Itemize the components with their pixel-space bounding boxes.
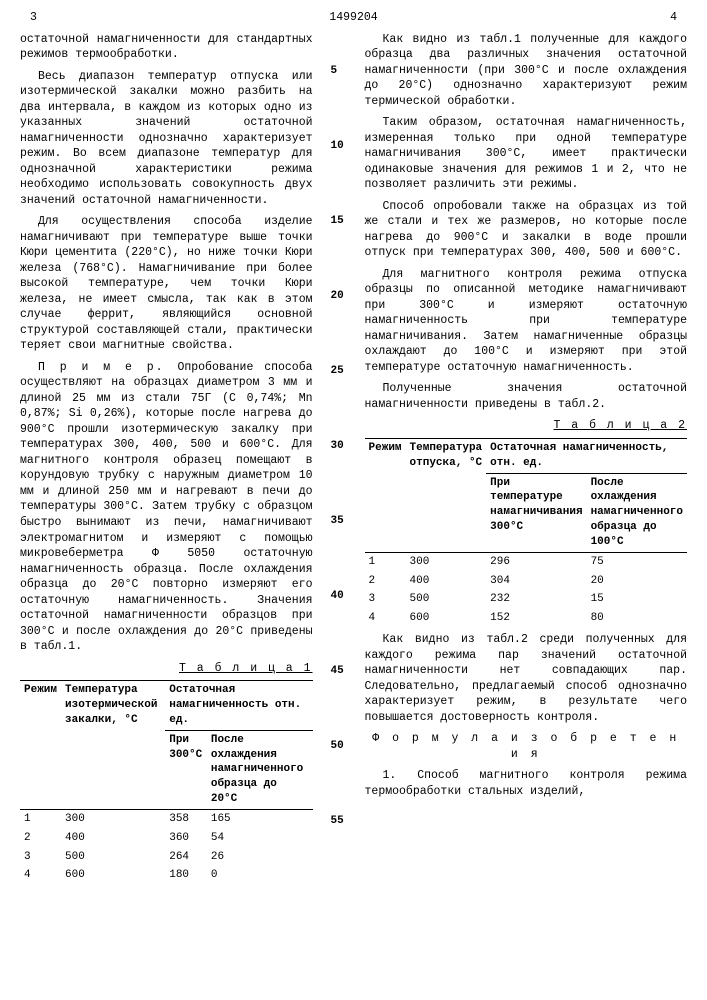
line-number: 30: [331, 439, 347, 454]
table-cell: 300: [61, 809, 165, 828]
table1-label: Т а б л и ц а 1: [20, 661, 313, 677]
table-cell: 600: [406, 609, 487, 628]
table2-sub-b: После охлаждения намагниченного образца …: [587, 473, 687, 552]
left-column: остаточной намагниченности для стандартн…: [20, 32, 313, 890]
table-cell: 26: [207, 848, 313, 867]
table-cell: 4: [20, 866, 61, 885]
para: П р и м е р. Опробование способа осущест…: [20, 360, 313, 655]
table1-head-режим: Режим: [20, 681, 61, 810]
page-num-right: 4: [660, 10, 687, 26]
table-cell: 2: [20, 829, 61, 848]
table1-sub-a: При 300°С: [165, 730, 207, 809]
formula-heading: Ф о р м у л а и з о б р е т е н и я: [365, 731, 687, 762]
line-number: 15: [331, 214, 347, 229]
table-cell: 304: [486, 572, 586, 591]
table-row: 46001800: [20, 866, 313, 885]
table-cell: 264: [165, 848, 207, 867]
table-cell: 152: [486, 609, 586, 628]
para: Весь диапазон температур отпуска или изо…: [20, 69, 313, 209]
table-row: 240036054: [20, 829, 313, 848]
table-row: 240030420: [365, 572, 687, 591]
table-cell: 80: [587, 609, 687, 628]
para: 1. Способ магнитного контроля режима тер…: [365, 768, 687, 799]
table-cell: 0: [207, 866, 313, 885]
table2-label: Т а б л и ц а 2: [365, 418, 687, 434]
table-row: 350026426: [20, 848, 313, 867]
table2-head-temp: Температура отпуска, °С: [406, 438, 487, 552]
table2-head-режим: Режим: [365, 438, 406, 552]
line-number-gutter: 5 10 15 20 25 30 35 40 45 50 55: [331, 32, 347, 890]
line-number: 25: [331, 364, 347, 379]
para: Как видно из табл.1 полученные для каждо…: [365, 32, 687, 110]
para: Как видно из табл.2 среди полученных для…: [365, 632, 687, 725]
table-cell: 3: [365, 590, 406, 609]
line-number: 10: [331, 139, 347, 154]
table-cell: 180: [165, 866, 207, 885]
right-column: Как видно из табл.1 полученные для каждо…: [365, 32, 687, 890]
table-cell: 15: [587, 590, 687, 609]
content-columns: остаточной намагниченности для стандартн…: [20, 32, 687, 890]
table-cell: 4: [365, 609, 406, 628]
table-cell: 20: [587, 572, 687, 591]
table1-head-mag: Остаточная намагниченность отн. ед.: [165, 681, 312, 731]
table1-sub-b: После охлаждения намагниченного образца …: [207, 730, 313, 809]
line-number: 50: [331, 739, 347, 754]
line-number: 35: [331, 514, 347, 529]
table-cell: 54: [207, 829, 313, 848]
table2: Режим Температура отпуска, °С Остаточная…: [365, 438, 687, 628]
table-cell: 600: [61, 866, 165, 885]
para: Таким образом, остаточная намагниченност…: [365, 115, 687, 193]
page-num-left: 3: [20, 10, 47, 26]
table-cell: 1: [20, 809, 61, 828]
page-header: 3 1499204 4: [20, 10, 687, 26]
table-row: 130029675: [365, 552, 687, 571]
para: Полученные значения остаточной намагниче…: [365, 381, 687, 412]
para: Для магнитного контроля режима отпуска о…: [365, 267, 687, 376]
table-row: 460015280: [365, 609, 687, 628]
line-number: 55: [331, 814, 347, 829]
line-number: 20: [331, 289, 347, 304]
table-cell: 400: [406, 572, 487, 591]
table-cell: 400: [61, 829, 165, 848]
para: остаточной намагниченности для стандартн…: [20, 32, 313, 63]
table-cell: 1: [365, 552, 406, 571]
document-number: 1499204: [47, 10, 660, 26]
table-cell: 500: [61, 848, 165, 867]
para: Для осуществления способа изделие намагн…: [20, 214, 313, 354]
table-cell: 232: [486, 590, 586, 609]
table-cell: 165: [207, 809, 313, 828]
para: Способ опробовали также на образцах из т…: [365, 199, 687, 261]
example-label: П р и м е р.: [38, 361, 177, 374]
table-cell: 296: [486, 552, 586, 571]
table-cell: 358: [165, 809, 207, 828]
table-cell: 2: [365, 572, 406, 591]
table-cell: 300: [406, 552, 487, 571]
line-number: 45: [331, 664, 347, 679]
table-cell: 500: [406, 590, 487, 609]
table-cell: 75: [587, 552, 687, 571]
table-row: 1300358165: [20, 809, 313, 828]
page: 3 1499204 4 остаточной намагниченности д…: [0, 0, 707, 899]
line-number: 40: [331, 589, 347, 604]
table2-head-mag: Остаточная намагниченность, отн. ед.: [486, 438, 687, 473]
table-row: 350023215: [365, 590, 687, 609]
line-number: 5: [331, 64, 347, 79]
table2-sub-a: При температуре намагничивания 300°С: [486, 473, 586, 552]
para-text: Опробование способа осуществляют на обра…: [20, 361, 313, 653]
table1-head-temp: Температура изотермической закалки, °С: [61, 681, 165, 810]
table-cell: 3: [20, 848, 61, 867]
table1: Режим Температура изотермической закалки…: [20, 680, 313, 885]
table-cell: 360: [165, 829, 207, 848]
